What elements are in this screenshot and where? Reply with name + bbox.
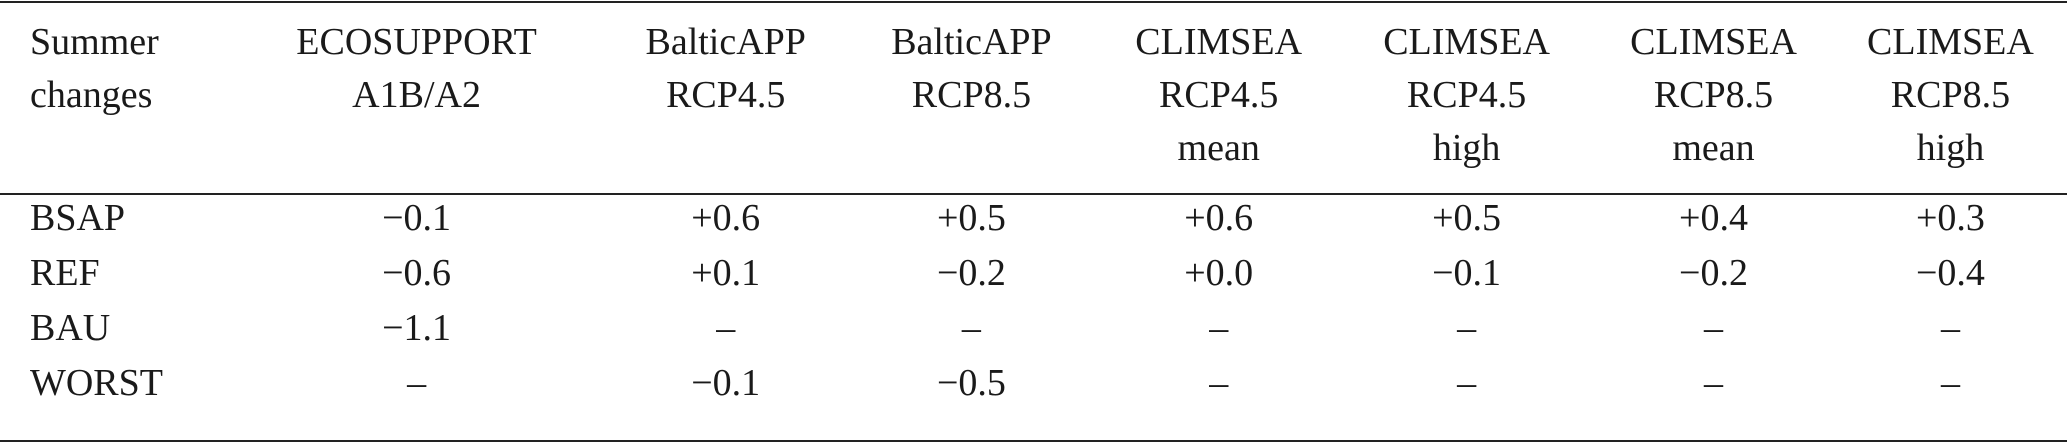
header-text: CLIMSEA	[1383, 21, 1550, 63]
header-text: mean	[1672, 127, 1755, 169]
header-text: RCP8.5	[1890, 74, 2011, 116]
bottom-rule	[0, 440, 2067, 442]
table-cell: −0.2	[1679, 252, 1748, 294]
table-cell: +0.6	[691, 197, 761, 239]
header-text: RCP8.5	[1653, 74, 1774, 116]
header-text: high	[1916, 127, 1985, 169]
table-cell: −0.4	[1915, 252, 1985, 294]
table-cell: +0.1	[691, 252, 761, 294]
top-rule	[0, 1, 2067, 3]
table-row: BAU −1.1 – – – – – –	[0, 301, 2067, 356]
table-cell: –	[407, 362, 427, 404]
row-label: BAU	[30, 307, 111, 349]
row-label: WORST	[30, 362, 163, 404]
header-text: ECOSUPPORT	[296, 21, 537, 63]
table-cell: −0.5	[936, 362, 1006, 404]
header-text: RCP8.5	[911, 74, 1032, 116]
header-text: A1B/A2	[352, 74, 481, 116]
summer-changes-table: Summer changes ECOSUPPORT A1B/A2 BalticA…	[0, 0, 2067, 411]
table-cell: −0.6	[382, 252, 452, 294]
table-cell: +0.0	[1184, 252, 1254, 294]
table-cell: −0.2	[936, 252, 1006, 294]
header-text: BalticAPP	[645, 21, 806, 63]
table-body: BSAP −0.1 +0.6 +0.5 +0.6 +0.5 +0.4 +0.3 …	[0, 177, 2067, 411]
table-cell: −0.1	[691, 362, 761, 404]
header-col-climsea-rcp85-mean: CLIMSEA RCP8.5 mean	[1593, 0, 1834, 177]
header-text: changes	[30, 74, 153, 116]
row-label: BSAP	[30, 197, 126, 239]
table-cell: +0.6	[1184, 197, 1254, 239]
header-col-climsea-rcp45-high: CLIMSEA RCP4.5 high	[1340, 0, 1593, 177]
header-text: mean	[1177, 127, 1260, 169]
header-text: RCP4.5	[1406, 74, 1527, 116]
table-cell: −1.1	[382, 307, 452, 349]
table-cell: +0.4	[1679, 197, 1748, 239]
header-col-balticapp-rcp85: BalticAPP RCP8.5	[845, 0, 1097, 177]
header-col-climsea-rcp85-high: CLIMSEA RCP8.5 high	[1834, 0, 2067, 177]
header-text: CLIMSEA	[1630, 21, 1797, 63]
table-cell: –	[1704, 307, 1724, 349]
header-row: Summer changes ECOSUPPORT A1B/A2 BalticA…	[0, 0, 2067, 177]
table-row: BSAP −0.1 +0.6 +0.5 +0.6 +0.5 +0.4 +0.3	[0, 177, 2067, 246]
table-cell: –	[1457, 362, 1477, 404]
table-cell: +0.3	[1915, 197, 1985, 239]
table-cell: +0.5	[1432, 197, 1502, 239]
table-cell: –	[961, 307, 981, 349]
table-row: REF −0.6 +0.1 −0.2 +0.0 −0.1 −0.2 −0.4	[0, 246, 2067, 301]
header-col-ecosupport: ECOSUPPORT A1B/A2	[227, 0, 606, 177]
header-text: high	[1432, 127, 1501, 169]
header-text: Summer	[30, 21, 159, 63]
table-cell: –	[716, 307, 736, 349]
table-header: Summer changes ECOSUPPORT A1B/A2 BalticA…	[0, 0, 2067, 177]
header-text: CLIMSEA	[1867, 21, 2034, 63]
table-cell: –	[1940, 307, 1960, 349]
header-rule	[0, 193, 2067, 195]
table-row: WORST – −0.1 −0.5 – – – –	[0, 356, 2067, 411]
table-cell: –	[1704, 362, 1724, 404]
table-cell: –	[1209, 362, 1229, 404]
table-cell: −0.1	[1432, 252, 1502, 294]
header-text: RCP4.5	[1159, 74, 1279, 116]
row-label: REF	[30, 252, 100, 294]
header-col-climsea-rcp45-mean: CLIMSEA RCP4.5 mean	[1097, 0, 1340, 177]
table-cell: −0.1	[382, 197, 452, 239]
table-cell: –	[1457, 307, 1477, 349]
header-col-balticapp-rcp45: BalticAPP RCP4.5	[606, 0, 845, 177]
table-cell: –	[1209, 307, 1229, 349]
header-text: BalticAPP	[891, 21, 1052, 63]
table-cell: –	[1940, 362, 1960, 404]
table-cell: +0.5	[936, 197, 1006, 239]
header-text: RCP4.5	[666, 74, 786, 116]
header-text: CLIMSEA	[1135, 21, 1303, 63]
header-row-label: Summer changes	[0, 0, 227, 177]
